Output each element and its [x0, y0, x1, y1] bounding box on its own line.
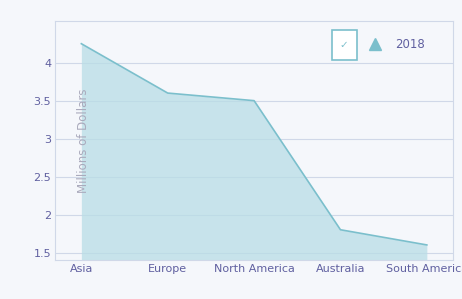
- Text: 2018: 2018: [395, 38, 425, 51]
- FancyBboxPatch shape: [332, 30, 358, 60]
- Text: Millions of Dollars: Millions of Dollars: [77, 88, 90, 193]
- Text: ✓: ✓: [340, 40, 349, 50]
